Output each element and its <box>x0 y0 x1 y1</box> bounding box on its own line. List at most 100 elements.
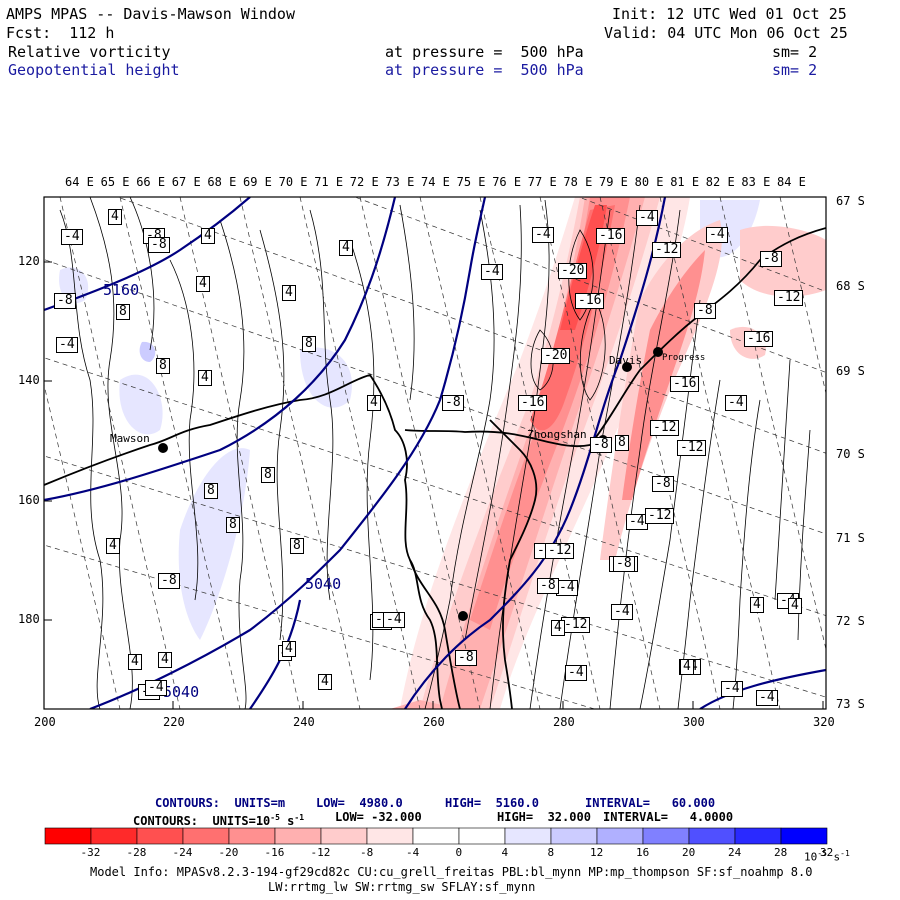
colorbar-tick-label: 20 <box>682 846 696 859</box>
vorticity-label: 4 <box>198 370 212 386</box>
legend-vort-units-exp: -5 <box>270 813 280 822</box>
bottom-axis-tick-label: 240 <box>293 715 315 729</box>
top-lon-label: 72 E <box>349 175 379 189</box>
colorbar-tick-label: -8 <box>360 846 374 859</box>
top-lon-label: 80 E <box>634 175 664 189</box>
top-lon-label: 65 E <box>100 175 130 189</box>
top-lon-label: 73 E <box>385 175 415 189</box>
vorticity-label: -8 <box>442 395 464 411</box>
colorbar-swatch <box>780 827 828 845</box>
vorticity-label: -4 <box>636 210 658 226</box>
height-label-5160: 5160 <box>103 281 140 299</box>
bottom-axis-tick-label: 320 <box>813 715 835 729</box>
colorbar-unit-exp: -5 <box>817 849 827 858</box>
top-lon-label: 67 E <box>171 175 201 189</box>
vorticity-label: 4 <box>201 228 215 244</box>
colorbar-tick-label: 8 <box>547 846 555 859</box>
legend-height-low: LOW= 4980.0 <box>316 796 403 810</box>
colorbar-tick-label: 24 <box>728 846 742 859</box>
vorticity-label: -4 <box>725 395 747 411</box>
vorticity-label: -12 <box>545 543 575 559</box>
vorticity-label: -8 <box>652 476 674 492</box>
lat-lon-grid <box>44 197 826 709</box>
top-lon-label: 78 E <box>563 175 593 189</box>
vorticity-label: 4 <box>680 659 694 675</box>
bottom-axis-tick-label: 200 <box>34 715 56 729</box>
vorticity-label: -4 <box>706 227 728 243</box>
top-lon-label: 64 E <box>65 175 94 189</box>
vorticity-label: -16 <box>596 228 626 244</box>
field1-level: at pressure = 500 hPa <box>385 43 584 61</box>
vorticity-label: 8 <box>302 336 316 352</box>
right-lat-label: 71 S <box>836 531 865 545</box>
init-time: Init: 12 UTC Wed 01 Oct 25 <box>612 5 847 23</box>
vorticity-label: 8 <box>204 483 218 499</box>
vorticity-label: -12 <box>652 242 682 258</box>
vorticity-label: -4 <box>756 690 778 706</box>
vorticity-label: -4 <box>383 612 405 628</box>
coastline <box>44 227 826 709</box>
vorticity-label: -8 <box>537 578 559 594</box>
colorbar-swatch <box>90 827 138 845</box>
vorticity-label: -4 <box>532 227 554 243</box>
vorticity-label: -8 <box>54 293 76 309</box>
vorticity-label: 4 <box>196 276 210 292</box>
vorticity-label: 4 <box>788 598 802 614</box>
place-davis: Davis <box>609 354 643 367</box>
right-lat-label: 72 S <box>836 614 865 628</box>
legend-height-units: CONTOURS: UNITS=m <box>155 796 286 810</box>
colorbar-swatch <box>412 827 460 845</box>
vorticity-label: 4 <box>128 654 142 670</box>
vorticity-label: -20 <box>541 348 571 364</box>
vorticity-label: -16 <box>518 395 548 411</box>
inland-station-dot <box>458 611 468 621</box>
vorticity-label: 8 <box>290 538 304 554</box>
colorbar-swatch <box>228 827 276 845</box>
vorticity-label: 4 <box>551 620 565 636</box>
field2-level: at pressure = 500 hPa <box>385 61 584 79</box>
colorbar-swatch <box>320 827 368 845</box>
colorbar-swatch <box>504 827 552 845</box>
top-lon-label: 75 E <box>456 175 486 189</box>
legend-vort-high: HIGH= 32.000 <box>497 810 591 824</box>
colorbar-tick-label: 12 <box>590 846 604 859</box>
left-axis-tick-label: 120 <box>18 254 40 268</box>
field2-name: Geopotential height <box>8 61 180 79</box>
vorticity-label: 4 <box>282 641 296 657</box>
colorbar-swatch <box>550 827 598 845</box>
physics-info: LW:rrtmg_lw SW:rrtmg_sw SFLAY:sf_mynn <box>268 880 536 894</box>
valid-time: Valid: 04 UTC Mon 06 Oct 25 <box>604 24 848 42</box>
vorticity-label: -4 <box>556 580 578 596</box>
vorticity-label: 4 <box>282 285 296 301</box>
colorbar-unit-sexp: -1 <box>840 849 850 858</box>
davis-station-dot <box>622 362 632 372</box>
colorbar-swatch <box>44 827 92 845</box>
right-lat-label: 67 S <box>836 194 865 208</box>
vorticity-label: -4 <box>565 665 587 681</box>
legend-vort-units: CONTOURS: UNITS=10-5 s-1 <box>133 811 304 828</box>
colorbar-tick-label: 32 <box>820 846 834 859</box>
vorticity-label: -8 <box>590 437 612 453</box>
vorticity-label: -8 <box>760 251 782 267</box>
vorticity-label: 4 <box>108 209 122 225</box>
colorbar-tick-label: 0 <box>455 846 463 859</box>
colorbar-tick-label: -4 <box>406 846 420 859</box>
vorticity-label: -4 <box>611 604 633 620</box>
top-lon-label: 77 E <box>527 175 557 189</box>
vorticity-label: -4 <box>721 681 743 697</box>
colorbar-tick-label: -20 <box>218 846 239 859</box>
vorticity-label: 4 <box>318 674 332 690</box>
vorticity-label: -12 <box>774 290 804 306</box>
right-lat-label: 73 S <box>836 697 865 711</box>
vorticity-label: 4 <box>339 240 353 256</box>
colorbar-unit-s: s <box>826 850 841 864</box>
colorbar-tick-label: 4 <box>501 846 509 859</box>
plot-title: AMPS MPAS -- Davis-Mawson Window <box>6 5 295 23</box>
top-lon-label: 83 E <box>741 175 771 189</box>
top-lon-label: 74 E <box>421 175 450 189</box>
colorbar-swatch <box>642 827 690 845</box>
top-lon-label: 79 E <box>599 175 628 189</box>
vorticity-label: -8 <box>694 303 716 319</box>
legend-vort-units-s: s <box>279 814 295 828</box>
vorticity-label: -8 <box>455 650 477 666</box>
